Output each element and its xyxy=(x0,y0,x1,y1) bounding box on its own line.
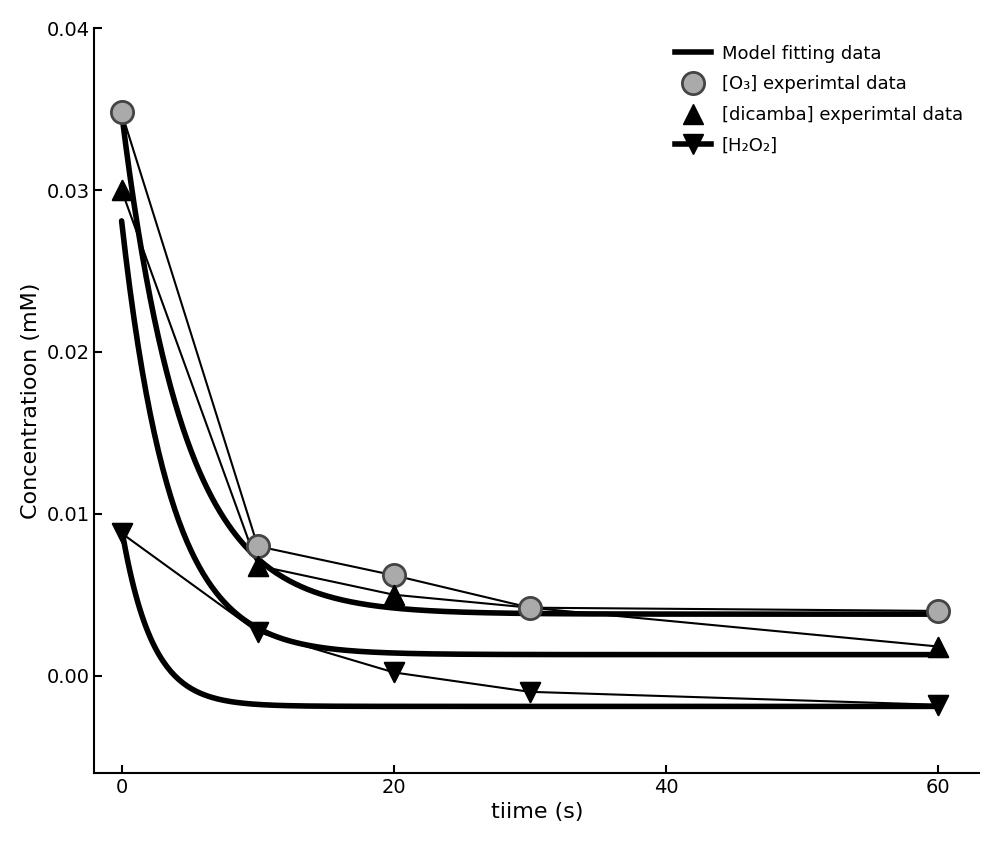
Point xyxy=(930,698,946,711)
Point xyxy=(386,666,402,679)
Point xyxy=(522,601,538,615)
Point xyxy=(250,559,266,572)
Point xyxy=(114,105,130,119)
Point xyxy=(386,568,402,582)
Point xyxy=(522,685,538,699)
Point xyxy=(386,588,402,602)
Point xyxy=(250,626,266,639)
Point xyxy=(250,540,266,553)
Point xyxy=(114,184,130,197)
Point xyxy=(114,527,130,540)
Legend: Model fitting data, [O₃] experimtal data, [dicamba] experimtal data, [H₂O₂]: Model fitting data, [O₃] experimtal data… xyxy=(668,37,970,162)
Y-axis label: Concentratioon (mM): Concentratioon (mM) xyxy=(21,282,41,518)
Point xyxy=(930,640,946,653)
Point xyxy=(930,604,946,618)
X-axis label: tiime (s): tiime (s) xyxy=(491,803,583,822)
